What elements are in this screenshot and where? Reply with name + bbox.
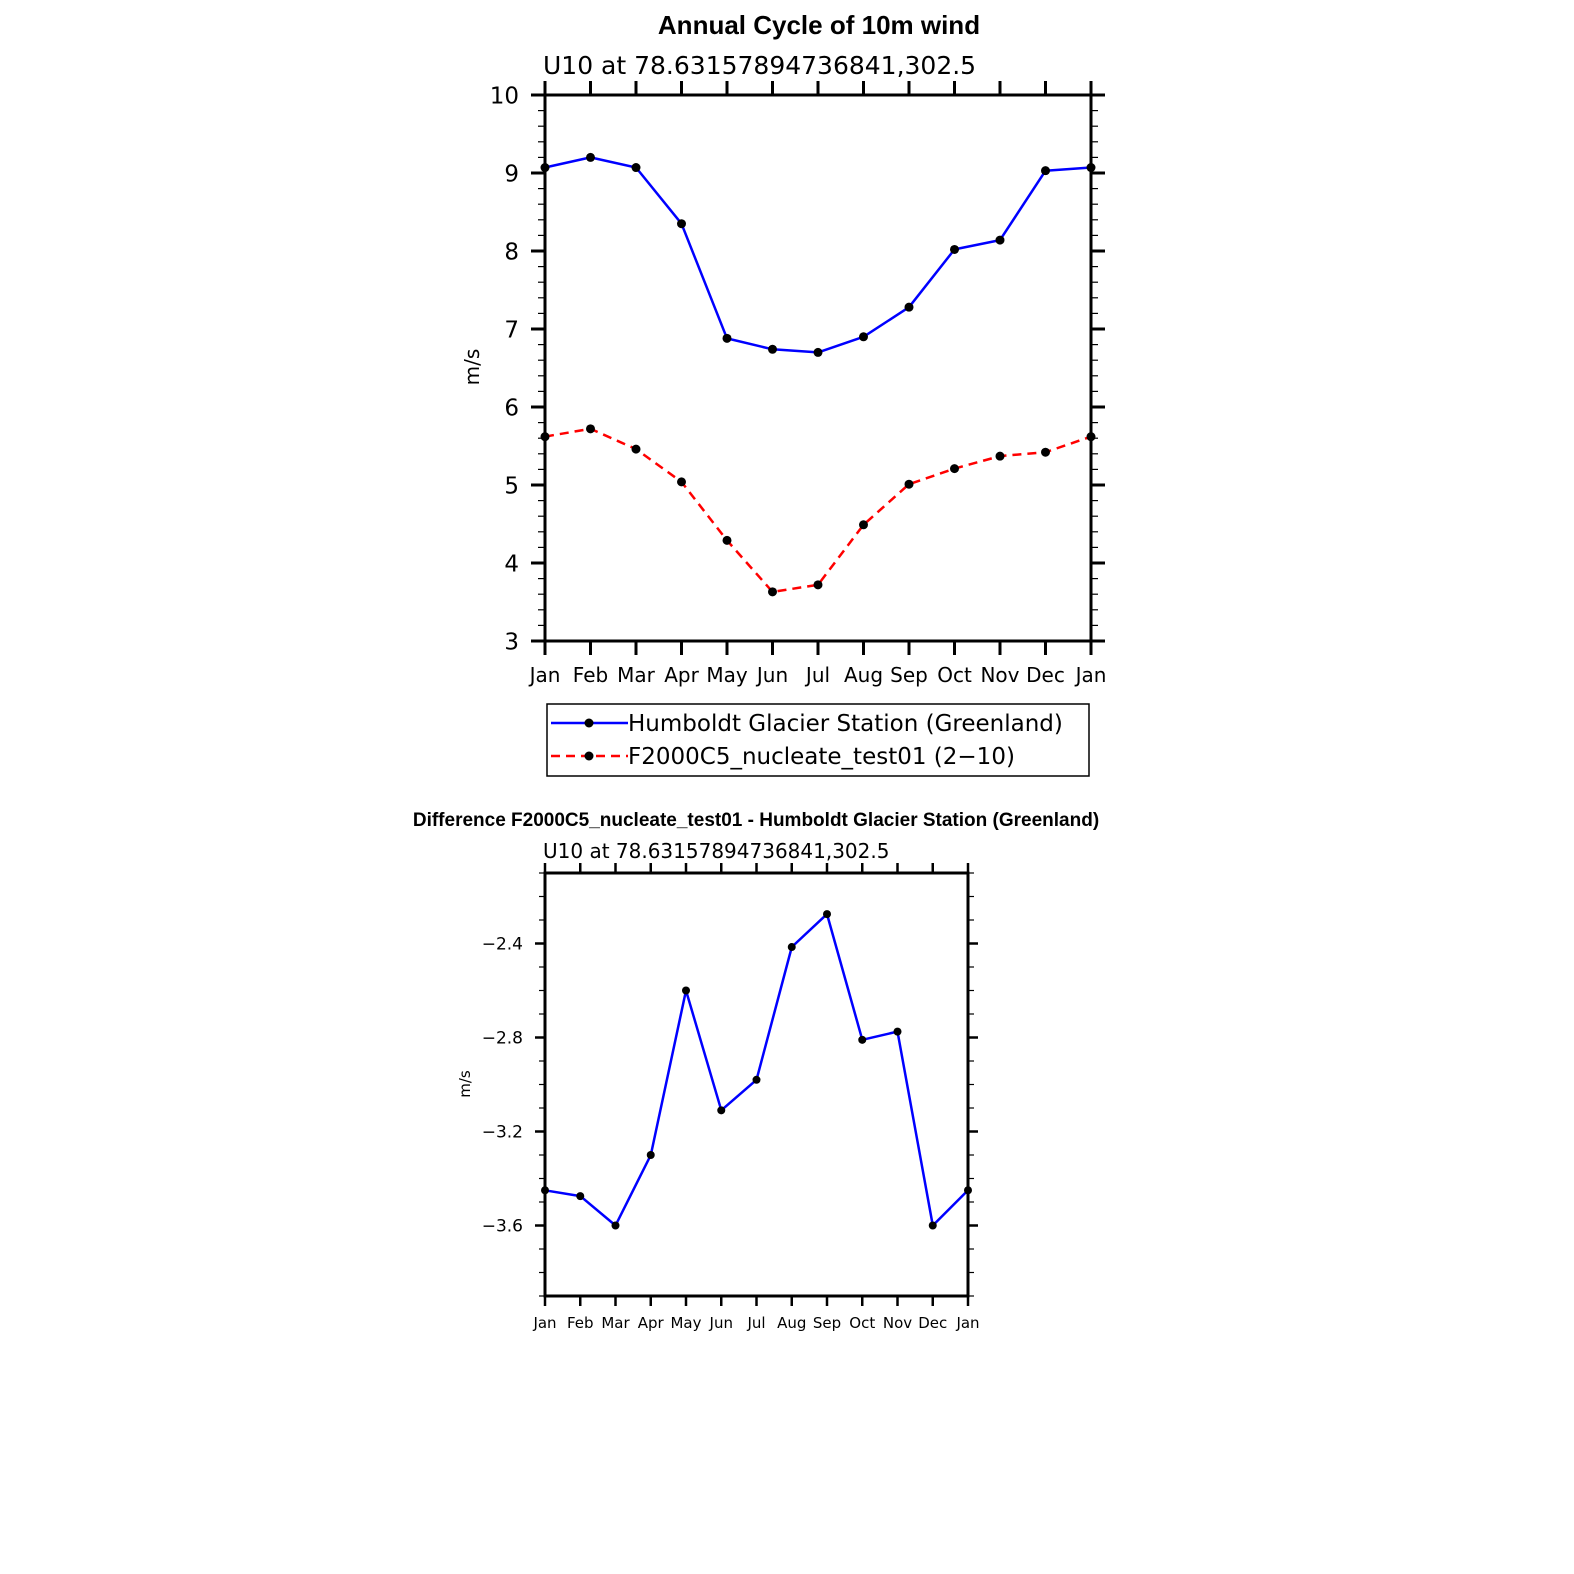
chart1-y-axis-label: m/s [460, 349, 484, 386]
legend-label-model: F2000C5_nucleate_test01 (2−10) [628, 744, 1015, 770]
x-tick-label: Dec [1026, 663, 1065, 687]
y-tick-label: 8 [504, 239, 519, 265]
data-point [752, 1075, 761, 1084]
chart2-subtitle: U10 at 78.63157894736841,302.5 [543, 839, 889, 863]
data-point [722, 333, 732, 343]
data-point [541, 1186, 549, 1195]
x-tick-label: Aug [777, 1314, 806, 1332]
data-point [904, 302, 914, 312]
data-point [813, 347, 823, 357]
x-tick-label: Oct [937, 663, 972, 687]
plot-frame [543, 93, 1093, 643]
y-tick-label: 7 [504, 317, 519, 343]
x-tick-label: Jan [528, 663, 561, 687]
legend-marker-station [584, 718, 594, 728]
data-point [950, 464, 959, 474]
data-point [787, 943, 796, 952]
y-tick-label: −3.2 [482, 1123, 523, 1143]
data-point [768, 587, 777, 597]
series-line-0 [544, 912, 969, 1227]
data-point [995, 451, 1005, 461]
data-point [1041, 447, 1050, 457]
data-point [859, 520, 868, 530]
data-point [646, 1151, 655, 1159]
data-point [586, 424, 595, 434]
y-tick-label: −3.6 [482, 1217, 523, 1237]
data-point [682, 986, 690, 995]
x-tick-label: Dec [918, 1314, 947, 1332]
chart1-axes: Jan Feb Mar Apr May Jun Jul Aug Sep Oct Nov Dec Jan 3… [490, 81, 1107, 687]
y-tick-label: 5 [504, 473, 519, 499]
x-tick-label: Jun [755, 663, 788, 687]
x-tick-label: Aug [844, 663, 883, 687]
y-tick-label: 10 [490, 83, 519, 109]
x-tick-label: Jul [804, 663, 830, 687]
data-point [722, 535, 732, 545]
x-tick-label: Mar [617, 663, 656, 687]
data-point [611, 1221, 620, 1230]
chart2-y-axis-label: m/s [456, 1070, 474, 1098]
y-tick-label: 4 [504, 551, 519, 577]
data-point [576, 1192, 585, 1201]
x-tick-label: Jul [746, 1314, 765, 1332]
data-point [1086, 432, 1096, 442]
x-tick-label: Nov [980, 663, 1019, 687]
x-tick-label: Sep [813, 1314, 841, 1332]
data-point [768, 344, 777, 354]
legend-marker-model [584, 751, 594, 761]
x-tick-label: Nov [883, 1314, 912, 1332]
plot-frame [543, 871, 970, 1298]
data-point [540, 163, 550, 173]
data-point [631, 444, 641, 454]
data-point [540, 432, 550, 442]
data-point [928, 1221, 937, 1230]
legend-label-station: Humboldt Glacier Station (Greenland) [628, 711, 1063, 737]
chart1-subtitle: U10 at 78.63157894736841,302.5 [543, 51, 976, 80]
data-point [858, 1035, 867, 1044]
chart1-legend: Humboldt Glacier Station (Greenland) F20… [546, 703, 1090, 777]
data-point [677, 219, 686, 229]
series-line-0 [544, 156, 1092, 354]
chart2-axes: Jan Feb Mar Apr May Jun Jul Aug Sep Oct Nov Dec Jan −… [482, 863, 980, 1332]
x-tick-label: Sep [890, 663, 928, 687]
x-tick-label: Feb [567, 1314, 594, 1332]
chart2-title: Difference F2000C5_nucleate_test01 - Hum… [413, 810, 1099, 831]
legend-box [546, 703, 1090, 777]
chart1-title: Annual Cycle of 10m wind [658, 10, 980, 40]
data-point [1041, 166, 1050, 176]
chart1-plot-area [540, 152, 1096, 597]
data-point [813, 580, 823, 590]
y-tick-label: −2.4 [482, 935, 523, 955]
x-tick-label: Oct [849, 1314, 875, 1332]
x-tick-label: May [706, 663, 748, 687]
data-point [677, 477, 686, 487]
series-line-1 [544, 427, 1092, 594]
data-point [995, 235, 1005, 245]
x-tick-label: Jan [955, 1314, 979, 1332]
data-point [631, 163, 641, 173]
data-point [586, 152, 595, 162]
x-tick-label: Apr [664, 663, 699, 687]
data-point [964, 1186, 972, 1195]
x-tick-label: Jan [1074, 663, 1107, 687]
data-point [950, 244, 959, 254]
data-point [893, 1027, 902, 1036]
chart2-plot-area [541, 910, 972, 1230]
x-tick-label: May [670, 1314, 701, 1332]
data-point [823, 910, 831, 919]
data-point [717, 1106, 726, 1115]
y-tick-label: −2.8 [482, 1029, 523, 1049]
y-tick-label: 3 [504, 629, 519, 655]
x-tick-label: Mar [601, 1314, 630, 1332]
x-tick-label: Feb [573, 663, 608, 687]
y-tick-label: 9 [504, 161, 519, 187]
x-tick-label: Apr [638, 1314, 665, 1332]
x-tick-label: Jan [532, 1314, 556, 1332]
y-tick-label: 6 [504, 395, 519, 421]
data-point [1086, 163, 1096, 173]
data-point [859, 332, 868, 342]
x-tick-label: Jun [709, 1314, 733, 1332]
data-point [904, 479, 914, 489]
